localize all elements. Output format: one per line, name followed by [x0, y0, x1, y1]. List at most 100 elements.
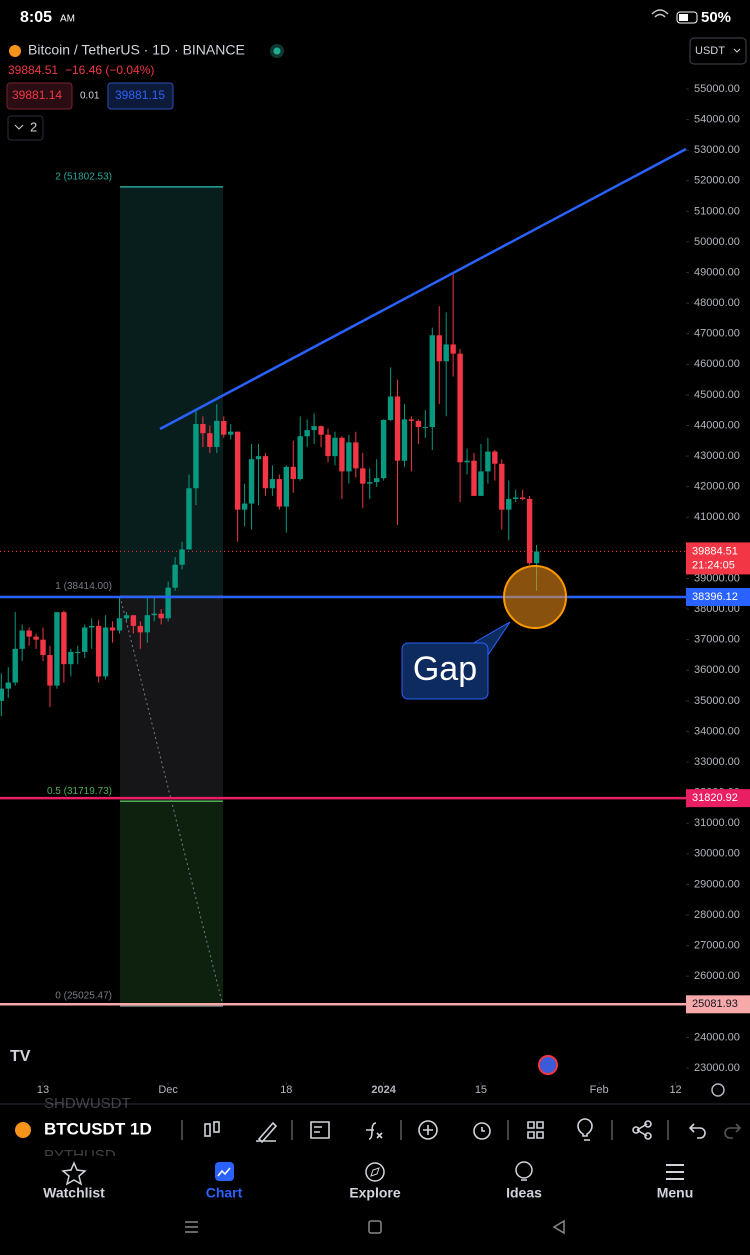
candle-body [19, 630, 25, 649]
ghost-symbol: SHDWUSDT [44, 1095, 131, 1112]
time: 8:05 [20, 9, 52, 26]
plot: 23000.0024000.0025000.0026000.0027000.00… [0, 83, 750, 1096]
watchlist-icon[interactable] [61, 1161, 87, 1186]
y-tick-label: 27000.00 [694, 940, 740, 952]
y-tick-label: 41000.00 [694, 511, 740, 523]
y-tick-label: 42000.00 [694, 481, 740, 493]
candle-body [304, 430, 310, 437]
toolbar-interval[interactable]: 1D [130, 1119, 152, 1138]
symbol-title[interactable]: Bitcoin / TetherUS · 1D · BINANCE [28, 42, 245, 58]
nav-label[interactable]: Chart [206, 1185, 243, 1201]
add-tool[interactable] [423, 1125, 433, 1135]
indicators-toggle[interactable] [7, 115, 44, 141]
candle-body [61, 612, 67, 665]
fib-label: 2 (51802.53) [55, 171, 112, 182]
candle-body [144, 615, 150, 633]
candle-body [75, 651, 81, 653]
bid[interactable]: 39881.14 [12, 88, 62, 102]
undo[interactable] [688, 1123, 706, 1139]
add-tool[interactable] [418, 1120, 438, 1140]
candle-body [318, 426, 324, 435]
candle-body [88, 625, 95, 628]
toolbar-symbol[interactable]: BTCUSDT [44, 1119, 126, 1138]
indicator-tool[interactable] [366, 1122, 383, 1140]
candle-body [228, 431, 234, 435]
candle-body [290, 466, 296, 480]
nav-label[interactable]: Watchlist [43, 1185, 105, 1201]
callout-text[interactable]: Gap [413, 650, 477, 688]
nav-label[interactable]: Explore [349, 1185, 401, 1201]
candle-body [40, 639, 46, 655]
template-tool[interactable] [310, 1121, 330, 1139]
indicator-count[interactable]: 2 [30, 119, 37, 134]
candle-body [450, 344, 456, 354]
explore-icon[interactable] [365, 1162, 385, 1182]
nav-label[interactable]: Menu [657, 1185, 694, 1201]
redo[interactable] [724, 1123, 742, 1139]
candle-body [471, 460, 477, 496]
buy-button[interactable] [107, 82, 174, 110]
candle-body [193, 423, 199, 489]
alert-tool[interactable] [473, 1122, 491, 1140]
sell-button[interactable] [6, 82, 73, 110]
settings-icon[interactable] [711, 1083, 725, 1097]
currency[interactable]: USDT [695, 45, 725, 57]
candle-body [221, 420, 227, 435]
marks [0, 186, 686, 1007]
events-icon[interactable] [538, 1055, 558, 1075]
recent-apps[interactable] [185, 1221, 198, 1233]
candle-body [533, 551, 540, 564]
gap-circle[interactable] [503, 565, 567, 629]
trend-line[interactable] [159, 147, 687, 431]
ideas-icon[interactable] [515, 1161, 533, 1179]
y-tick-label: 30000.00 [694, 848, 740, 860]
home[interactable] [368, 1220, 382, 1234]
candle-body [478, 471, 484, 496]
candle-body [373, 478, 380, 483]
market-status-dot [273, 47, 281, 55]
candle-body [130, 615, 137, 626]
y-tick-label: 38000.00 [694, 603, 740, 615]
price-label-box [686, 789, 750, 808]
y-tick-label: 36000.00 [694, 664, 740, 676]
labels: 2 (51802.53) 1 (38414.00) 0.5 (31719.73) 0 … [47, 171, 750, 1014]
layout-tool[interactable] [527, 1121, 544, 1139]
ask[interactable]: 39881.15 [115, 88, 165, 102]
currency-button[interactable] [689, 37, 747, 65]
chart-icon[interactable] [215, 1162, 234, 1181]
candle-body [394, 396, 401, 461]
y-tick-label: 33000.00 [694, 756, 740, 768]
chevron [733, 48, 741, 53]
candle-body [512, 497, 519, 499]
menu-icon[interactable] [666, 1164, 684, 1180]
candle-body [179, 549, 185, 565]
candle-tool[interactable] [213, 1121, 220, 1133]
alert-tool[interactable] [481, 1127, 485, 1132]
share-tool[interactable] [632, 1120, 652, 1140]
battery-icon [676, 11, 698, 24]
nav-label[interactable]: Ideas [506, 1185, 542, 1201]
price-label: 38396.12 [692, 591, 738, 603]
callout-box[interactable] [401, 642, 489, 700]
candle-body [360, 468, 366, 484]
candle-tool[interactable] [204, 1123, 211, 1137]
chevron [14, 124, 24, 130]
coin-icon [15, 1122, 31, 1138]
candle-body [401, 419, 408, 461]
back[interactable] [552, 1219, 565, 1235]
candle-body [262, 456, 269, 489]
y-tick-label: 55000.00 [694, 83, 740, 95]
candle-body [387, 396, 394, 421]
candle-body [436, 335, 442, 362]
y-tick-label: 50000.00 [694, 236, 740, 248]
x-tick-label: 15 [475, 1084, 487, 1096]
draw-tool[interactable] [256, 1121, 278, 1144]
candle-body [276, 479, 283, 507]
candle-body [116, 618, 123, 631]
candle-body [297, 436, 303, 480]
candle-body [346, 442, 352, 472]
candle-body [519, 497, 526, 499]
y-tick-label: 54000.00 [694, 113, 740, 125]
price-label: 31820.92 [692, 792, 738, 804]
ideas-tool[interactable] [577, 1118, 593, 1141]
